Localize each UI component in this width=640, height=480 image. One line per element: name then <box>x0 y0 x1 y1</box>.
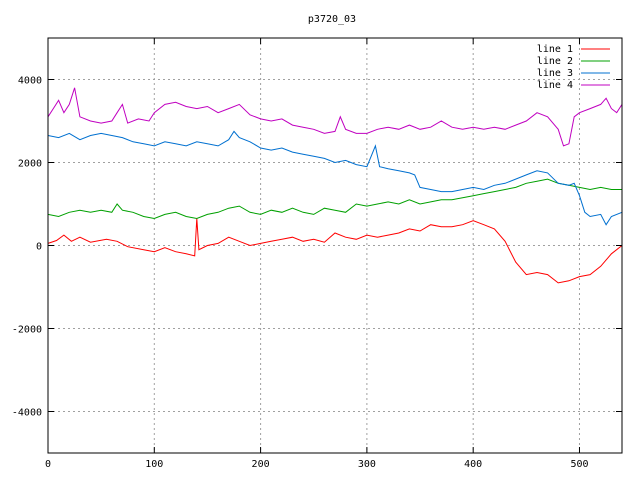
y-tick-label: 4000 <box>18 76 42 87</box>
series-lines <box>47 87 623 284</box>
legend-label-2: line 2 <box>537 56 573 67</box>
x-tick-label: 300 <box>358 459 376 470</box>
series-line-1 <box>47 218 623 284</box>
legend-label-3: line 3 <box>537 68 573 79</box>
legend-label-4: line 4 <box>537 80 573 91</box>
y-tick-label: 2000 <box>18 159 42 170</box>
chart-title: p3720_03 <box>308 14 356 25</box>
x-tick-label: 100 <box>145 459 163 470</box>
y-tick-label: -2000 <box>12 325 42 336</box>
legend-label-1: line 1 <box>537 44 573 55</box>
series-line-4 <box>47 87 623 147</box>
x-tick-label: 500 <box>570 459 588 470</box>
y-tick-label: 0 <box>36 242 42 253</box>
x-tick-label: 200 <box>252 459 270 470</box>
y-tick-label: -4000 <box>12 408 42 419</box>
grid-lines <box>48 38 622 453</box>
x-tick-label: 0 <box>45 459 51 470</box>
series-line-3 <box>47 130 623 226</box>
series-line-2 <box>47 178 622 220</box>
axis-ticks: 0 100 200 300 400 500 -4000 -2000 0 2000 4000 <box>12 38 622 470</box>
x-tick-label: 400 <box>464 459 482 470</box>
